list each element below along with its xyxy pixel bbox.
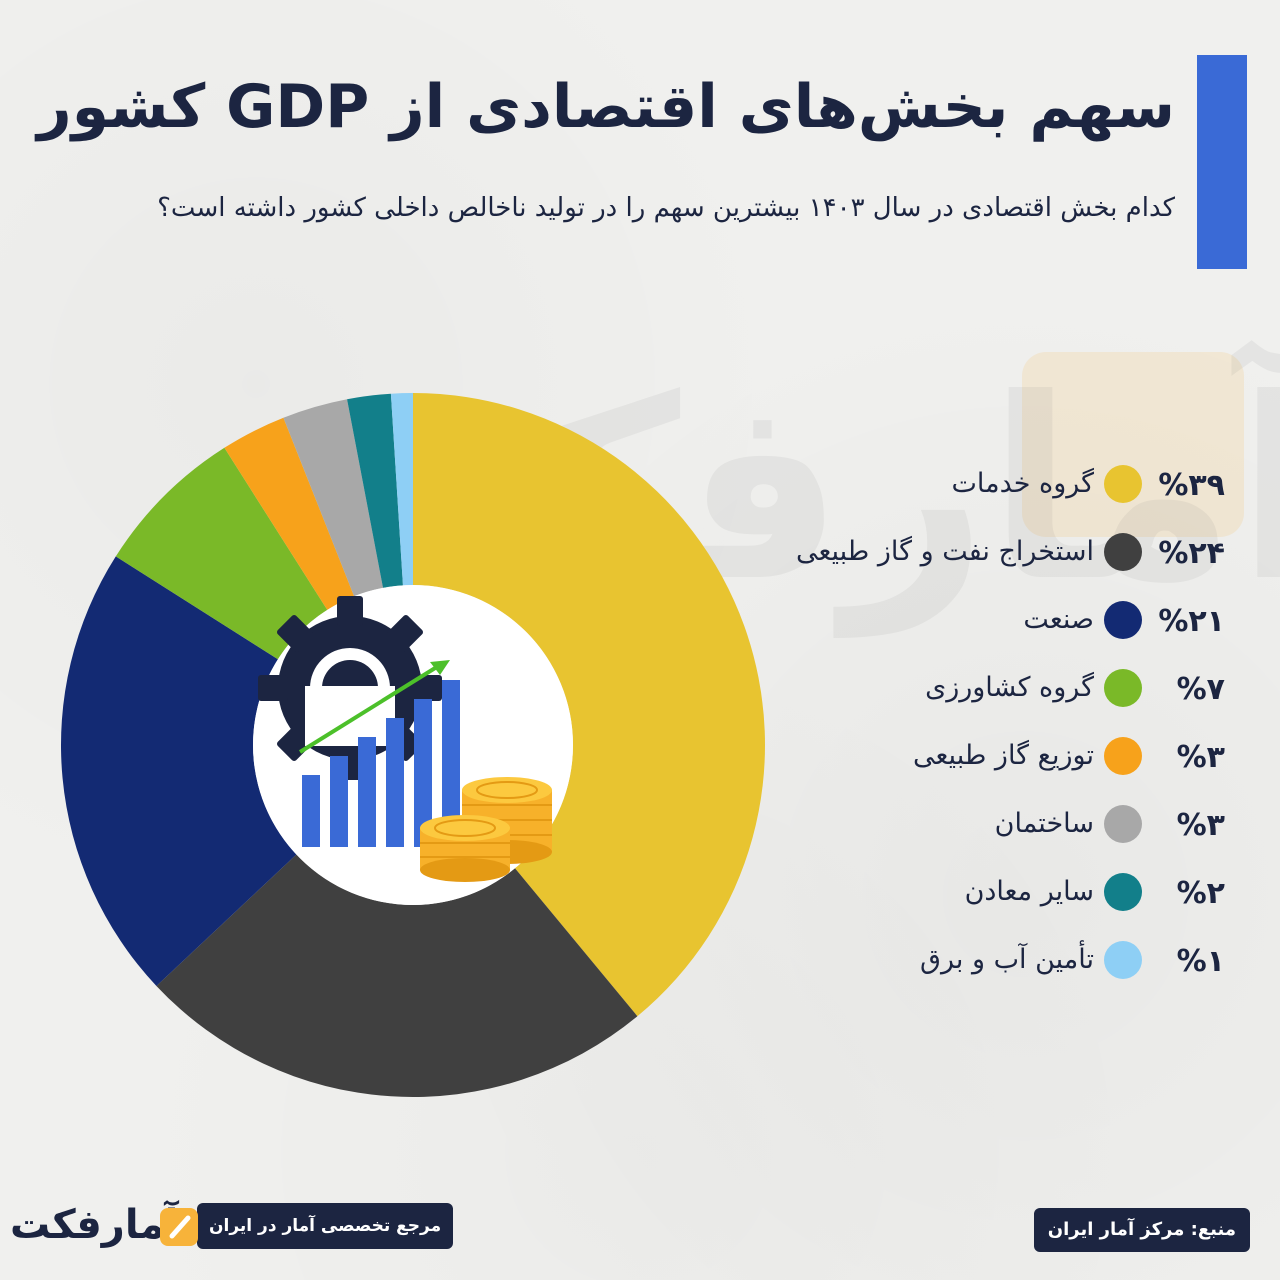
legend-label: گروه خدمات xyxy=(951,468,1095,499)
brand-logo: آمارفکت xyxy=(10,1200,198,1255)
brand-logo-icon xyxy=(160,1208,198,1246)
donut-slice xyxy=(60,556,297,986)
legend-label: صنعت xyxy=(1023,604,1094,635)
legend-value: %۲۱ xyxy=(1158,604,1225,639)
donut-slice xyxy=(224,417,355,610)
legend-value: %۲۴ xyxy=(1158,536,1225,571)
reference-badge: مرجع تخصصی آمار در ایران xyxy=(197,1203,454,1249)
legend-item: %۲۴ استخراج نفت و گاز طبیعی xyxy=(760,528,1240,578)
legend-item: %۷ گروه کشاورزی xyxy=(760,664,1240,714)
donut-slice xyxy=(156,854,638,1097)
legend-swatch xyxy=(1104,533,1142,571)
legend-item: %۲۱ صنعت xyxy=(760,596,1240,646)
legend-value: %۷ xyxy=(1176,672,1225,707)
legend-swatch xyxy=(1104,805,1142,843)
legend-swatch xyxy=(1104,941,1142,979)
legend-label: گروه کشاورزی xyxy=(925,672,1094,703)
legend-item: %۳ ساختمان xyxy=(760,800,1240,850)
page-title: سهم بخش‌های اقتصادی از GDP کشور xyxy=(37,72,1175,142)
donut-slice xyxy=(390,393,413,586)
accent-bar xyxy=(1197,55,1247,269)
legend-swatch xyxy=(1104,669,1142,707)
legend-label: توزیع گاز طبیعی xyxy=(913,740,1094,771)
legend-swatch xyxy=(1104,465,1142,503)
legend-value: %۱ xyxy=(1176,944,1225,979)
legend-value: %۳۹ xyxy=(1158,468,1225,503)
legend-item: %۱ تأمین آب و برق xyxy=(760,936,1240,986)
legend-item: %۳۹ گروه خدمات xyxy=(760,460,1240,510)
donut-slice xyxy=(115,447,328,660)
brand-logo-text: آمارفکت xyxy=(10,1202,179,1248)
legend-item: %۲ سایر معادن xyxy=(760,868,1240,918)
legend-swatch xyxy=(1104,737,1142,775)
legend-label: استخراج نفت و گاز طبیعی xyxy=(795,536,1094,567)
legend-value: %۲ xyxy=(1176,876,1225,911)
legend-swatch xyxy=(1104,601,1142,639)
page-subtitle: کدام بخش اقتصادی در سال ۱۴۰۳ بیشترین سهم… xyxy=(157,193,1175,223)
watermark-logo-mark xyxy=(1022,352,1244,537)
legend-value: %۳ xyxy=(1176,808,1225,843)
source-badge: منبع: مرکز آمار ایران xyxy=(1033,1208,1250,1252)
donut-slice xyxy=(347,393,403,588)
donut-slice xyxy=(283,399,384,597)
legend-label: تأمین آب و برق xyxy=(920,944,1094,975)
legend-item: %۳ توزیع گاز طبیعی xyxy=(760,732,1240,782)
legend-swatch xyxy=(1104,873,1142,911)
legend-label: سایر معادن xyxy=(964,876,1094,907)
growth-chart-gear-coins-icon xyxy=(258,596,552,882)
donut-slice xyxy=(413,393,766,1017)
legend-value: %۳ xyxy=(1176,740,1225,775)
legend-label: ساختمان xyxy=(994,808,1094,839)
